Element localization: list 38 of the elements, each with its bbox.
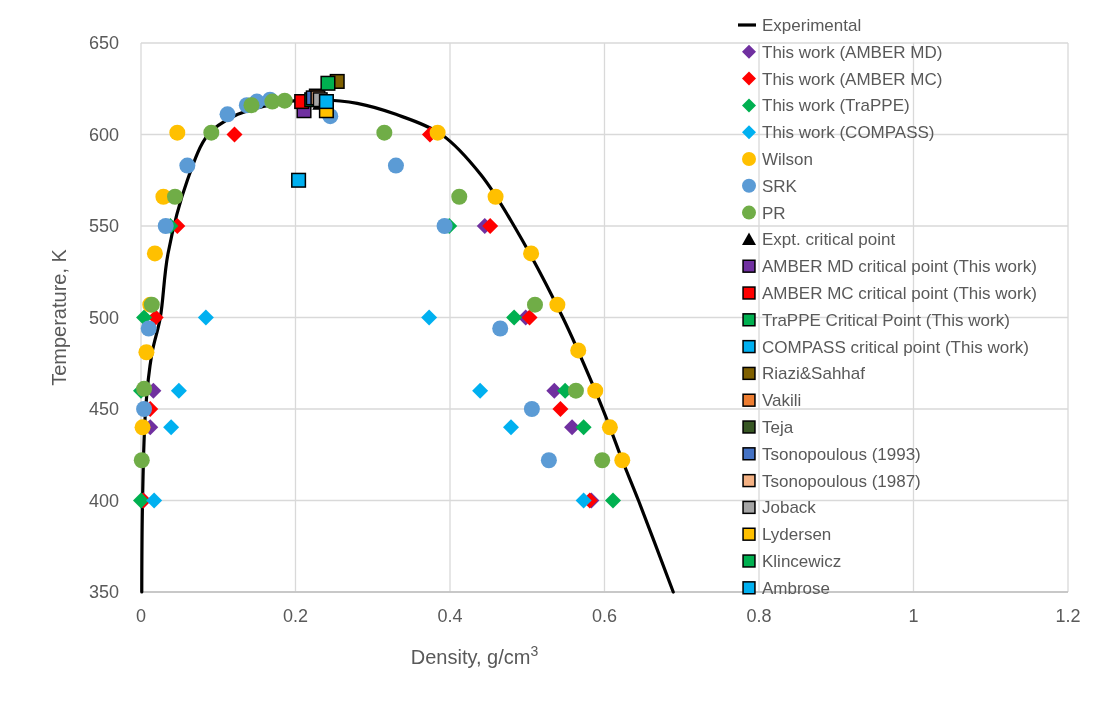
legend-label: Riazi&Sahhaf xyxy=(762,364,866,384)
legend-label: Experimental xyxy=(762,16,862,35)
x-axis-title: Density, g/cm$^{3}$ xyxy=(410,643,539,668)
x-tick-label: 0.6 xyxy=(591,606,618,626)
x-tick-label: 0 xyxy=(135,606,147,626)
y-tick-label: 350 xyxy=(88,582,119,602)
legend-label: AMBER MC critical point (This work) xyxy=(762,284,1037,303)
x-tick-label: 1.2 xyxy=(1055,606,1081,626)
legend-label: This work (TraPPE) xyxy=(762,96,910,116)
legend-label: This work (COMPASS) xyxy=(762,123,935,143)
legend-label: AMBER MD critical point (This work) xyxy=(762,257,1037,277)
y-tick-label: 550 xyxy=(88,216,119,236)
legend-label: Wilson xyxy=(762,150,814,169)
y-tick-label: 450 xyxy=(88,399,119,419)
y-tick-label: 650 xyxy=(88,33,119,53)
x-tick-label: 1 xyxy=(908,606,919,626)
legend-label: Expt. critical point xyxy=(762,230,896,250)
legend-label: Vakili xyxy=(762,391,802,411)
legend-label: SRK xyxy=(762,176,798,196)
y-tick-label: 400 xyxy=(88,490,119,511)
x-tick-label: 0.2 xyxy=(282,606,309,626)
y-axis-title: Temperature, K xyxy=(48,248,70,386)
legend-label: Tsonopoulous (1987) xyxy=(762,471,921,491)
legend-label: COMPASS critical point (This work) xyxy=(762,337,1030,357)
x-tick-label: 0.4 xyxy=(437,606,463,626)
legend-label: Klincewicz xyxy=(762,552,842,571)
legend-label: TraPPE Critical Point (This work) xyxy=(762,310,1010,330)
y-tick-label: 600 xyxy=(88,124,119,145)
legend-label: Ambrose xyxy=(762,578,831,598)
legend-label: Lydersen xyxy=(762,525,832,545)
legend-label: PR xyxy=(762,203,786,223)
x-tick-label: 0.8 xyxy=(746,606,772,626)
legend-label: Tsonopoulous (1993) xyxy=(762,444,921,464)
y-tick-label: 500 xyxy=(88,307,119,328)
legend-label: Joback xyxy=(762,498,817,518)
legend-label: Teja xyxy=(762,418,794,437)
legend-label: This work (AMBER MD) xyxy=(762,42,943,62)
legend-label: This work (AMBER MC) xyxy=(762,69,943,89)
